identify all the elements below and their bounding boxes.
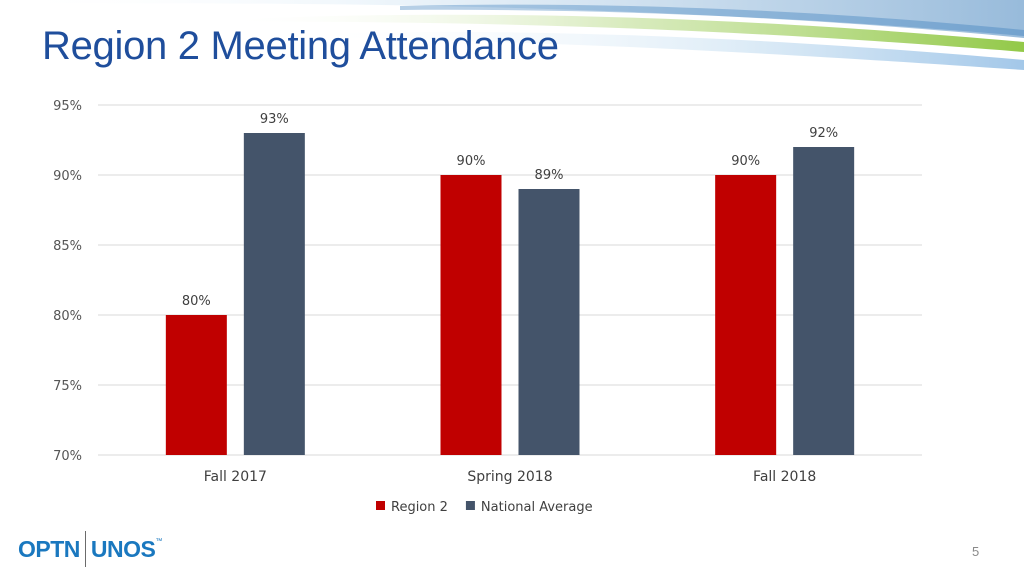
data-label: 92% [809, 126, 838, 141]
logo-trademark: ™ [155, 538, 163, 545]
data-labels: 80% 93% 90% 89% 90% 92% [182, 112, 838, 309]
logo-divider [84, 531, 86, 567]
legend-swatch [376, 501, 385, 510]
logo-optn: OPTN [18, 535, 80, 562]
data-label: 89% [535, 168, 564, 183]
legend-label: Region 2 [391, 500, 448, 515]
optn-unos-logo: OPTN UNOS ™ [18, 530, 162, 568]
gridlines [98, 104, 922, 456]
x-axis-category-labels: Fall 2017 Spring 2018 Fall 2018 [204, 469, 817, 485]
data-label: 80% [182, 294, 211, 309]
x-category-label: Spring 2018 [467, 469, 552, 485]
bar-national-average [243, 133, 305, 455]
bar-region-2 [165, 315, 227, 455]
data-label: 90% [457, 154, 486, 169]
page-number: 5 [972, 544, 980, 559]
data-label: 90% [731, 154, 760, 169]
data-label: 93% [260, 112, 289, 127]
x-category-label: Fall 2018 [753, 469, 816, 485]
legend-label: National Average [481, 500, 593, 515]
y-tick-label: 75% [53, 379, 82, 394]
y-tick-label: 90% [53, 169, 82, 184]
bar-national-average [793, 147, 855, 455]
legend: Region 2 National Average [376, 500, 593, 515]
bars [165, 133, 855, 455]
x-category-label: Fall 2017 [204, 469, 267, 485]
y-tick-label: 70% [53, 449, 82, 464]
y-tick-label: 95% [53, 99, 82, 114]
y-tick-label: 85% [53, 239, 82, 254]
bar-region-2 [440, 175, 502, 455]
header-swoosh-decoration [0, 0, 1024, 70]
legend-swatch [465, 501, 475, 510]
bar-region-2 [715, 175, 777, 455]
slide-title: Region 2 Meeting Attendance [42, 24, 559, 68]
y-tick-label: 80% [53, 309, 82, 324]
logo-unos: UNOS [90, 535, 156, 562]
bar-national-average [518, 189, 580, 455]
y-axis-tick-labels: 70% 75% 80% 85% 90% 95% [53, 99, 82, 464]
